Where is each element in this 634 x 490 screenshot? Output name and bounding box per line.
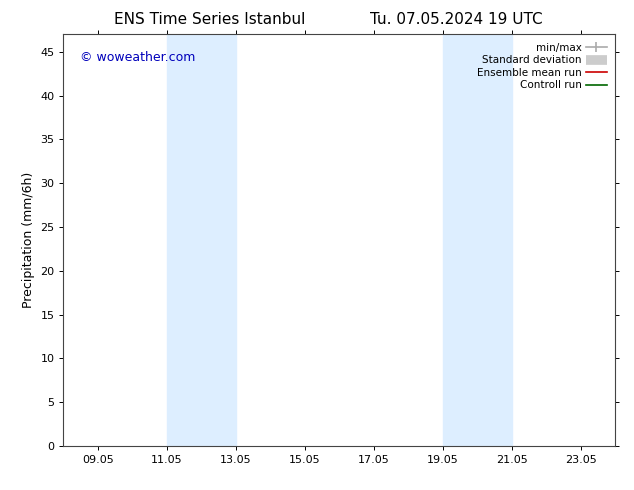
Y-axis label: Precipitation (mm/6h): Precipitation (mm/6h) (22, 172, 35, 308)
Legend: min/max, Standard deviation, Ensemble mean run, Controll run: min/max, Standard deviation, Ensemble me… (474, 40, 610, 94)
Bar (167, 34, 236, 446)
Text: © woweather.com: © woweather.com (80, 51, 195, 64)
Text: ENS Time Series Istanbul: ENS Time Series Istanbul (113, 12, 305, 27)
Text: Tu. 07.05.2024 19 UTC: Tu. 07.05.2024 19 UTC (370, 12, 543, 27)
Bar (443, 34, 512, 446)
